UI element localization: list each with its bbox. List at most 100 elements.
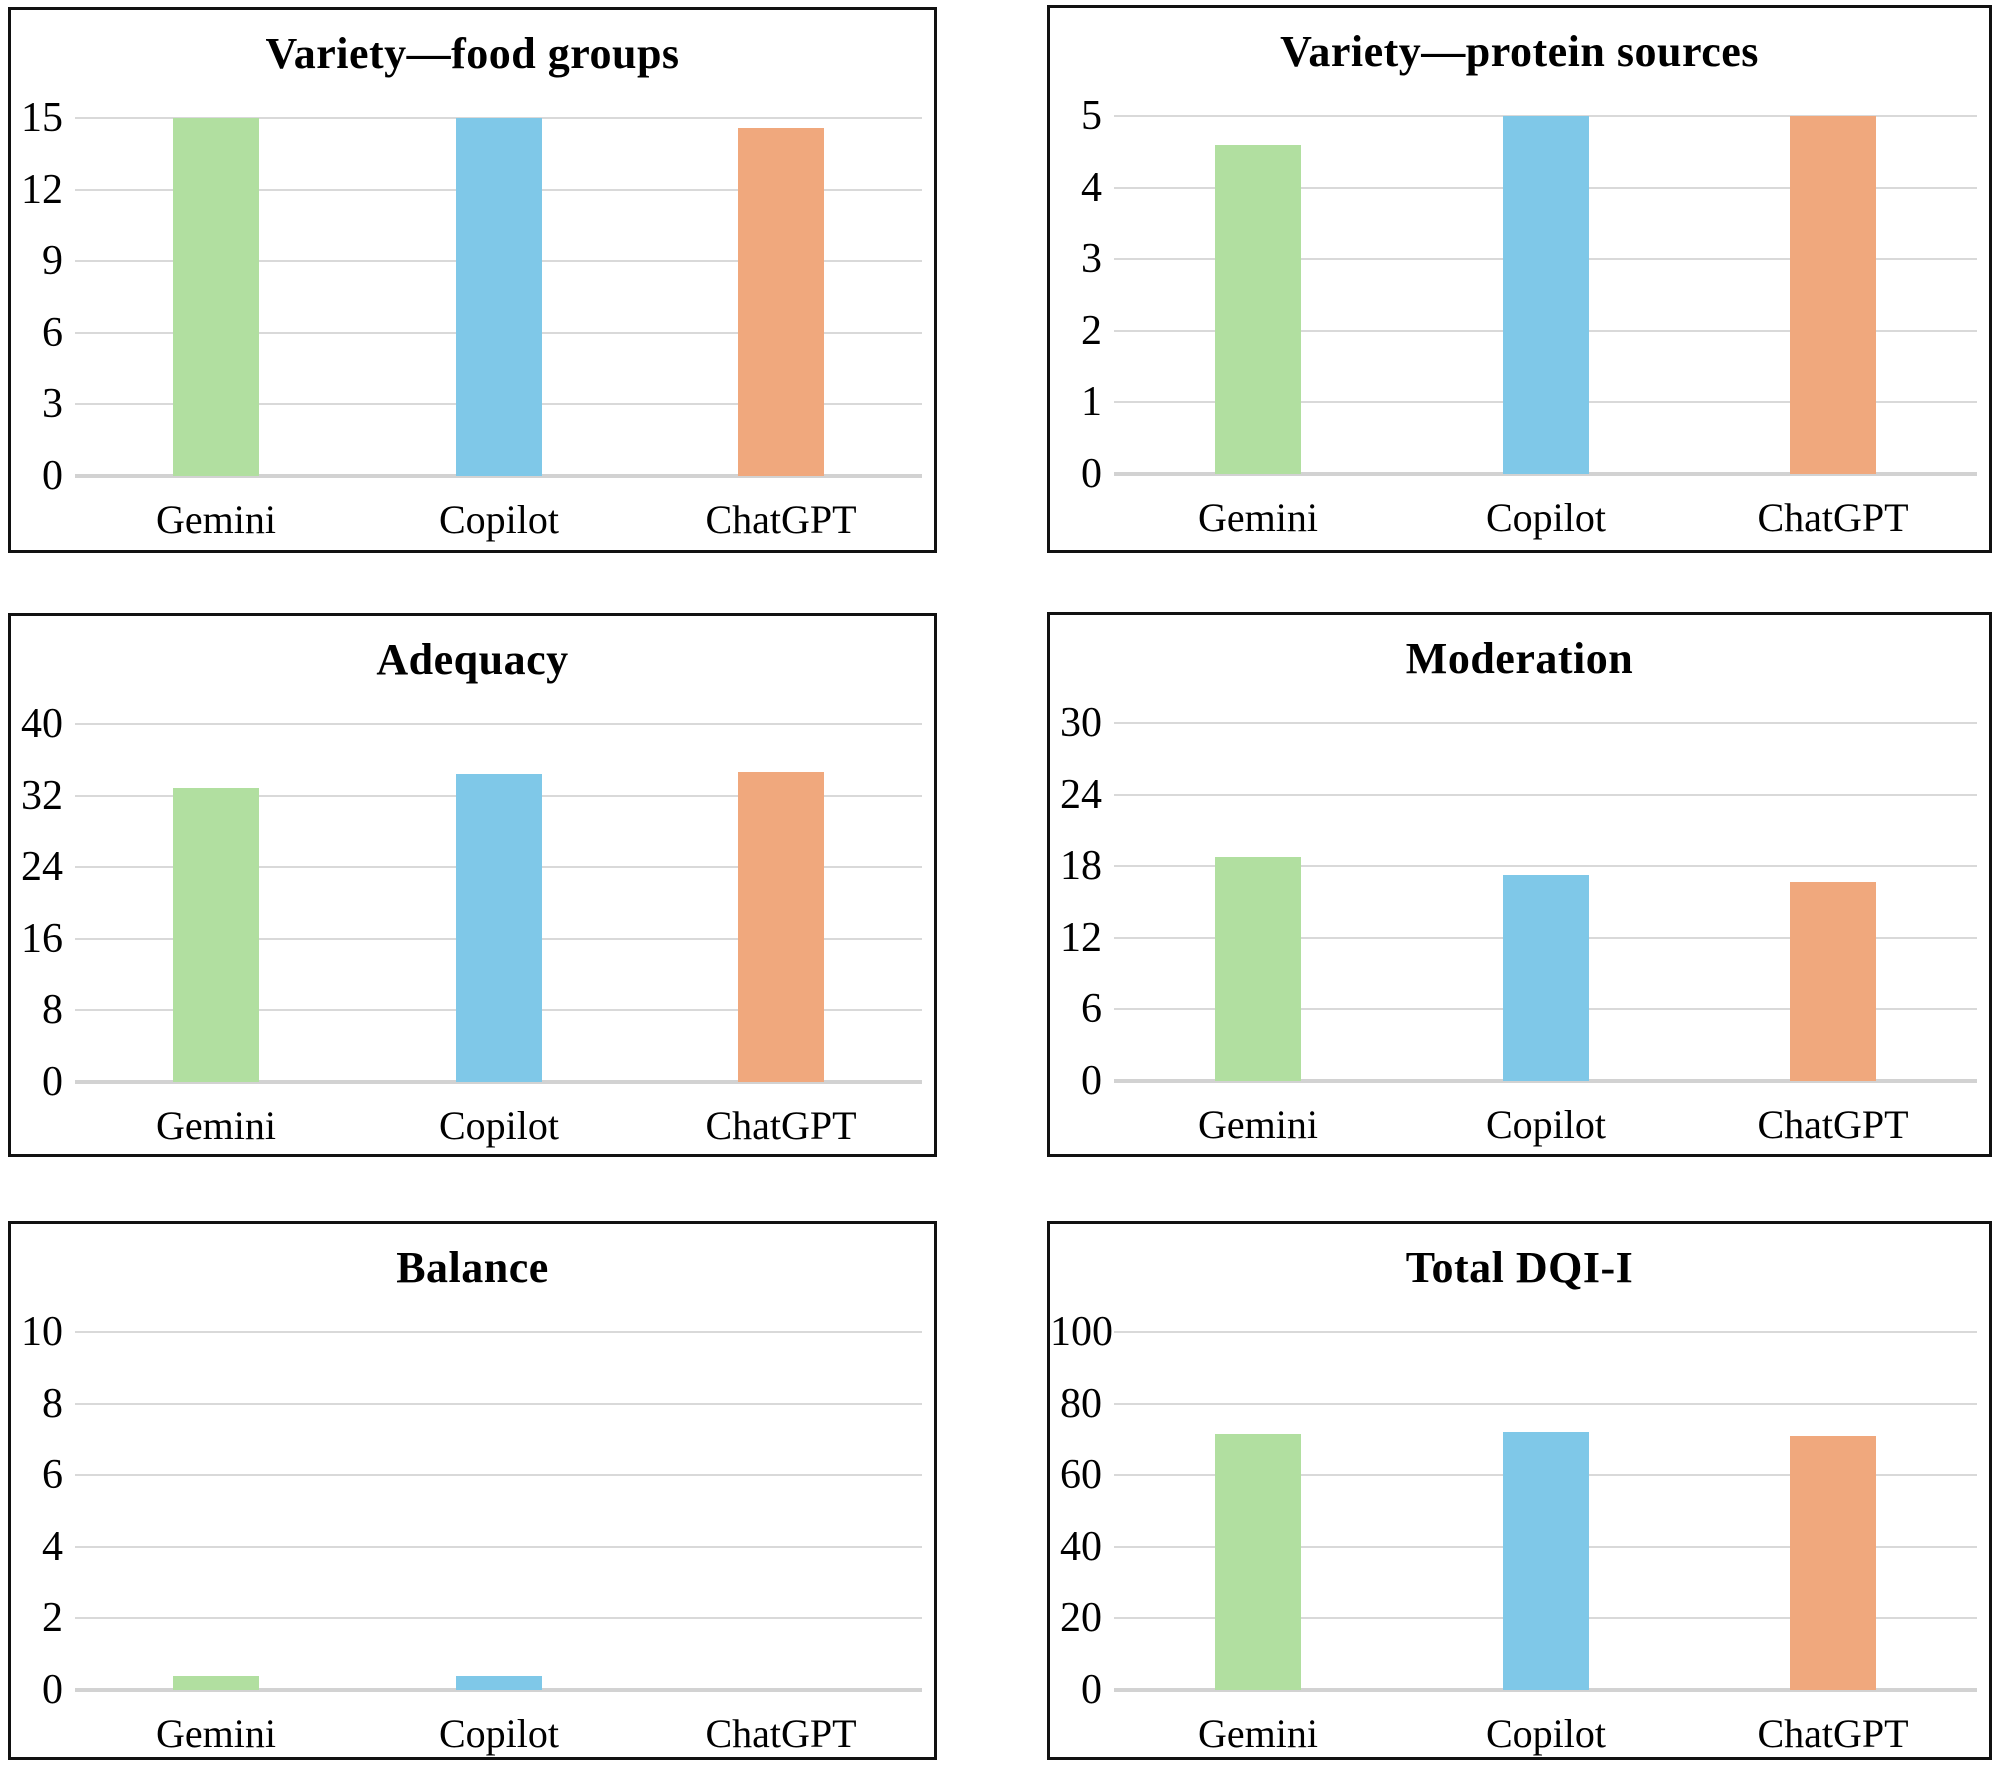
y-tick-label: 9: [42, 238, 63, 285]
y-tick-label: 0: [42, 1059, 63, 1105]
y-tick-label: 6: [42, 309, 63, 356]
chart-panel-variety-protein-sources: Variety—protein sources 0 1 2 3 4 5 Gemini Copil…: [1047, 5, 1992, 553]
y-tick-label: 8: [42, 1380, 63, 1427]
gridline: [1114, 793, 1977, 796]
y-tick-label: 12: [1060, 914, 1102, 961]
y-tick-label: 40: [21, 701, 63, 747]
y-tick-label: 60: [1060, 1452, 1102, 1499]
x-axis-baseline: [1114, 1079, 1977, 1083]
chart-title: Variety—protein sources: [1280, 27, 1759, 76]
x-category-label-copilot: Copilot: [438, 1711, 560, 1756]
y-tick-label: 0: [42, 1667, 63, 1713]
y-tick-label: 16: [21, 915, 63, 962]
y-tick-label: 40: [1060, 1523, 1102, 1570]
y-tick-label: 10: [21, 1309, 63, 1355]
bar-gemini: [173, 118, 259, 476]
bar-chatgpt: [1790, 116, 1876, 474]
chart-panel-variety-food-groups: Variety—food groups 0 3 6 9 12 15 Gemini Copilot…: [8, 7, 937, 553]
chart-title: Variety—food groups: [265, 29, 680, 78]
x-category-label-chatgpt: ChatGPT: [1757, 1711, 1909, 1756]
gridline: [75, 1402, 922, 1405]
x-axis-baseline: [75, 1080, 922, 1084]
bar-chatgpt: [738, 128, 824, 476]
y-tick-label: 0: [1081, 1058, 1102, 1104]
x-category-label-gemini: Gemini: [1198, 1102, 1318, 1147]
x-category-label-copilot: Copilot: [438, 1103, 560, 1148]
y-tick-label: 0: [42, 453, 63, 499]
y-tick-label: 6: [1081, 986, 1102, 1033]
bar-gemini: [1215, 1434, 1301, 1690]
y-tick-label: 4: [42, 1523, 63, 1570]
y-tick-label: 18: [1060, 843, 1102, 890]
x-category-label-gemini: Gemini: [156, 1103, 276, 1148]
chart-panel-adequacy: Adequacy 0 8 16 24 32 40 Gemini Copilot ChatGPT: [8, 613, 937, 1157]
x-category-label-chatgpt: ChatGPT: [1757, 1102, 1909, 1147]
y-tick-label: 80: [1060, 1380, 1102, 1427]
bar-chatgpt: [1790, 882, 1876, 1081]
bar-gemini: [173, 788, 259, 1082]
bar-gemini: [1215, 857, 1301, 1081]
y-tick-label: 6: [42, 1452, 63, 1499]
y-tick-label: 5: [1081, 93, 1102, 139]
y-tick-label: 30: [1060, 700, 1102, 746]
bar-copilot: [1503, 1432, 1589, 1690]
y-tick-label: 2: [1081, 307, 1102, 354]
x-axis-baseline: [1114, 1688, 1977, 1692]
y-tick-label: 20: [1060, 1595, 1102, 1642]
y-tick-label: 4: [1081, 164, 1102, 211]
x-category-label-chatgpt: ChatGPT: [1757, 495, 1909, 540]
y-tick-label: 12: [21, 166, 63, 213]
gridline: [75, 1545, 922, 1548]
gridline: [1114, 1402, 1977, 1405]
bar-gemini: [1215, 145, 1301, 474]
y-tick-label: 100: [1050, 1309, 1113, 1355]
y-tick-label: 8: [42, 987, 63, 1034]
y-tick-label: 2: [42, 1595, 63, 1642]
y-tick-label: 0: [1081, 1667, 1102, 1713]
gridline: [75, 1331, 922, 1333]
gridline: [1114, 1331, 1977, 1333]
x-category-label-copilot: Copilot: [1485, 495, 1607, 540]
x-axis-baseline: [75, 474, 922, 478]
x-category-label-chatgpt: ChatGPT: [705, 497, 857, 542]
bar-copilot: [456, 774, 542, 1082]
y-tick-label: 24: [1060, 771, 1102, 818]
gridline: [75, 1617, 922, 1620]
bar-gemini: [173, 1676, 259, 1690]
bar-copilot: [1503, 875, 1589, 1081]
x-category-label-chatgpt: ChatGPT: [705, 1711, 857, 1756]
bar-copilot: [456, 118, 542, 476]
gridline: [1114, 722, 1977, 724]
x-category-label-gemini: Gemini: [1198, 1711, 1318, 1756]
chart-title: Moderation: [1405, 634, 1634, 683]
bar-chatgpt: [738, 772, 824, 1082]
gridline: [75, 1474, 922, 1477]
y-tick-label: 1: [1081, 379, 1102, 426]
gridline: [75, 723, 922, 725]
x-category-label-gemini: Gemini: [156, 1711, 276, 1756]
bar-copilot: [456, 1676, 542, 1690]
x-category-label-gemini: Gemini: [1198, 495, 1318, 540]
x-category-label-gemini: Gemini: [156, 497, 276, 542]
bar-chatgpt: [1790, 1436, 1876, 1690]
y-tick-label: 15: [21, 95, 63, 141]
x-axis-baseline: [1114, 472, 1977, 476]
x-category-label-copilot: Copilot: [1485, 1711, 1607, 1756]
chart-title: Adequacy: [376, 635, 569, 684]
chart-title: Balance: [396, 1243, 549, 1292]
gridline: [1114, 865, 1977, 868]
y-tick-label: 24: [21, 844, 63, 891]
y-tick-label: 0: [1081, 451, 1102, 497]
chart-panel-moderation: Moderation 0 6 12 18 24 30 Gemini Copilot ChatGPT: [1047, 612, 1992, 1157]
chart-panel-balance: Balance 0 2 4 6 8 10 Gemini Copilot ChatGPT: [8, 1221, 937, 1760]
y-tick-label: 3: [1081, 236, 1102, 283]
x-category-label-copilot: Copilot: [438, 497, 560, 542]
x-category-label-chatgpt: ChatGPT: [705, 1103, 857, 1148]
y-tick-label: 3: [42, 381, 63, 428]
x-category-label-copilot: Copilot: [1485, 1102, 1607, 1147]
bar-copilot: [1503, 116, 1589, 474]
x-axis-baseline: [75, 1688, 922, 1692]
y-tick-label: 32: [21, 772, 63, 819]
chart-title: Total DQI-I: [1405, 1243, 1634, 1292]
